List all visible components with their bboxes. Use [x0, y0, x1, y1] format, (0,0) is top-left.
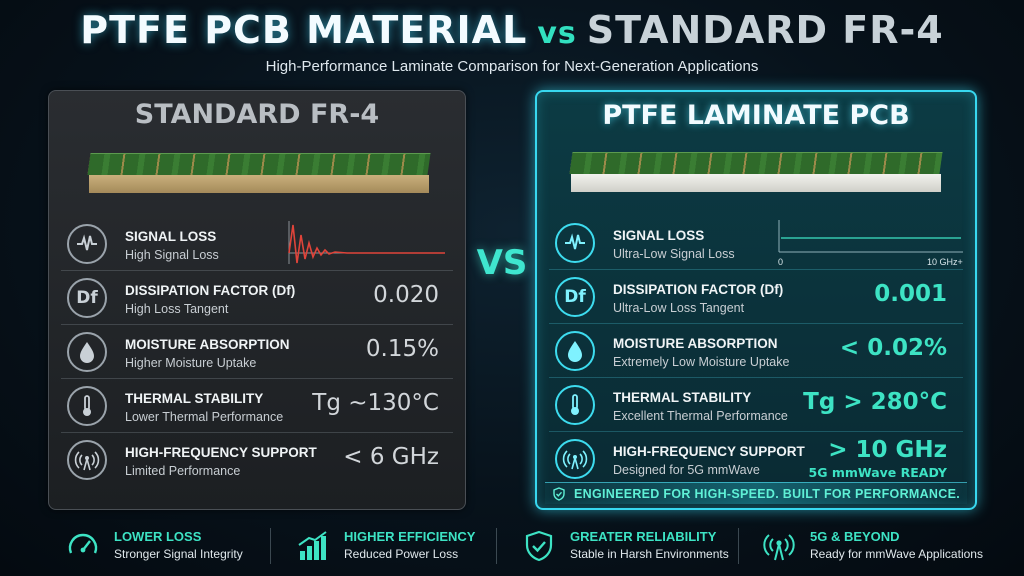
- row-label: THERMAL STABILITY: [613, 390, 752, 405]
- antenna-icon: [555, 439, 595, 479]
- row-value: 0.15%: [365, 336, 439, 362]
- row-label: THERMAL STABILITY: [125, 391, 264, 406]
- row-sub: High Loss Tangent: [125, 302, 229, 316]
- row-label: MOISTURE ABSORPTION: [125, 337, 290, 352]
- benefit-higher-efficiency: HIGHER EFFICIENCY Reduced Power Loss: [296, 520, 496, 568]
- fr4-panel-title: STANDARD FR-4: [134, 99, 380, 130]
- benefit-label: 5G & BEYOND: [810, 529, 900, 544]
- ptfe-footer-text: ENGINEERED FOR HIGH-SPEED. BUILT FOR PER…: [573, 486, 960, 501]
- bar-chart-icon: [298, 531, 327, 560]
- waveform-icon: [67, 224, 107, 264]
- row-value: < 6 GHz: [343, 444, 439, 470]
- thermometer-icon: [67, 386, 107, 426]
- row-sub: High Signal Loss: [125, 248, 219, 262]
- ptfe-row-signal-loss: SIGNAL LOSS Ultra-Low Signal Loss 0 10 G…: [537, 218, 975, 270]
- row-value: 0.020: [373, 282, 439, 308]
- fr4-row-signal-loss: SIGNAL LOSS High Signal Loss: [49, 219, 465, 271]
- ptfe-row-thermal: THERMAL STABILITY Excellent Thermal Perf…: [537, 380, 975, 432]
- row-label: MOISTURE ABSORPTION: [613, 336, 778, 351]
- water-drop-icon: [67, 332, 107, 372]
- ptfe-board-illustration: [569, 152, 943, 196]
- benefit-sub: Reduced Power Loss: [344, 547, 459, 561]
- fr4-board-illustration: [87, 153, 431, 195]
- fr4-row-thermal: THERMAL STABILITY Lower Thermal Performa…: [49, 381, 465, 433]
- divider: [270, 528, 271, 564]
- df-icon: Df: [555, 277, 595, 317]
- row-label: SIGNAL LOSS: [613, 228, 705, 243]
- gauge-icon: [68, 533, 98, 554]
- benefit-label: LOWER LOSS: [114, 529, 202, 544]
- ptfe-row-dissipation: Df DISSIPATION FACTOR (Df) Ultra-Low Los…: [537, 272, 975, 324]
- benefit-sub: Ready for mmWave Applications: [810, 547, 983, 561]
- fr4-row-dissipation: Df DISSIPATION FACTOR (Df) High Loss Tan…: [49, 273, 465, 325]
- benefit-sub: Stable in Harsh Environments: [570, 547, 729, 561]
- benefit-lower-loss: LOWER LOSS Stronger Signal Integrity: [66, 520, 276, 568]
- page-subtitle: High-Performance Laminate Comparison for…: [265, 58, 759, 75]
- row-sub: Lower Thermal Performance: [125, 410, 284, 424]
- title-fr4: STANDARD FR-4: [586, 8, 944, 52]
- fr4-panel: STANDARD FR-4 SIGNAL LOSS High Signal Lo…: [48, 90, 466, 510]
- row-sub: Excellent Thermal Performance: [613, 409, 788, 423]
- chart-axis-start: 0: [778, 257, 783, 267]
- fr4-signal-loss-chart: [288, 221, 445, 264]
- row-sub: Limited Performance: [125, 464, 241, 478]
- row-label: DISSIPATION FACTOR (Df): [125, 283, 296, 298]
- df-icon: Df: [67, 278, 107, 318]
- row-label: DISSIPATION FACTOR (Df): [613, 282, 784, 297]
- chart-axis-end: 10 GHz+: [927, 257, 963, 267]
- divider: [738, 528, 739, 564]
- fr4-damped-wave: [288, 224, 445, 264]
- row-value: 0.001: [874, 281, 947, 307]
- row-value-badge: 5G mmWave READY: [808, 465, 947, 480]
- ptfe-footer-banner: ENGINEERED FOR HIGH-SPEED. BUILT FOR PER…: [545, 482, 967, 504]
- row-value: Tg ~130°C: [312, 390, 439, 416]
- shield-check-icon: [553, 486, 565, 501]
- title-ptfe: PTFE PCB MATERIAL: [80, 8, 528, 52]
- benefit-label: HIGHER EFFICIENCY: [344, 529, 476, 544]
- row-label: HIGH-FREQUENCY SUPPORT: [125, 445, 317, 460]
- row-sub: Ultra-Low Loss Tangent: [613, 301, 745, 315]
- benefit-sub: Stronger Signal Integrity: [114, 547, 243, 561]
- vs-label: VS: [476, 243, 528, 283]
- ptfe-signal-loss-chart: 0 10 GHz+: [778, 220, 963, 267]
- benefit-5g-beyond: 5G & BEYOND Ready for mmWave Application…: [762, 520, 983, 568]
- row-sub: Higher Moisture Uptake: [125, 356, 257, 370]
- antenna-icon: [763, 534, 795, 561]
- fr4-row-high-frequency: HIGH-FREQUENCY SUPPORT Limited Performan…: [49, 435, 465, 487]
- row-sub: Designed for 5G mmWave: [613, 463, 760, 477]
- benefits-bar: LOWER LOSS Stronger Signal Integrity HIG…: [48, 520, 983, 568]
- benefit-greater-reliability: GREATER RELIABILITY Stable in Harsh Envi…: [522, 520, 732, 568]
- ptfe-row-high-frequency: HIGH-FREQUENCY SUPPORT Designed for 5G m…: [537, 434, 975, 486]
- waveform-icon: [555, 223, 595, 263]
- ptfe-row-moisture: MOISTURE ABSORPTION Extremely Low Moistu…: [537, 326, 975, 378]
- page-title: PTFE PCB MATERIAL vs STANDARD FR-4: [0, 8, 1024, 52]
- row-label: SIGNAL LOSS: [125, 229, 217, 244]
- row-value: Tg > 280°C: [803, 389, 947, 415]
- thermometer-icon: [555, 385, 595, 425]
- divider: [496, 528, 497, 564]
- row-sub: Ultra-Low Signal Loss: [613, 247, 735, 261]
- water-drop-icon: [555, 331, 595, 371]
- antenna-icon: [67, 440, 107, 480]
- shield-check-icon: [525, 530, 553, 562]
- benefit-label: GREATER RELIABILITY: [570, 529, 717, 544]
- row-value: > 10 GHz: [828, 437, 947, 463]
- row-label: HIGH-FREQUENCY SUPPORT: [613, 444, 805, 459]
- ptfe-panel: PTFE LAMINATE PCB SIGNAL LOSS Ultra-Low …: [535, 90, 977, 510]
- row-value: < 0.02%: [839, 335, 947, 361]
- ptfe-panel-title: PTFE LAMINATE PCB: [602, 100, 910, 131]
- title-vs: vs: [537, 16, 577, 51]
- fr4-row-moisture: MOISTURE ABSORPTION Higher Moisture Upta…: [49, 327, 465, 379]
- row-sub: Extremely Low Moisture Uptake: [613, 355, 790, 369]
